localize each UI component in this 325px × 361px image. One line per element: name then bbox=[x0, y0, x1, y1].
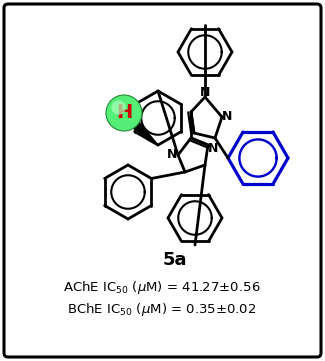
Circle shape bbox=[111, 100, 126, 115]
Text: N: N bbox=[208, 142, 218, 155]
Polygon shape bbox=[131, 120, 158, 145]
Text: 5a: 5a bbox=[163, 251, 187, 269]
Text: N: N bbox=[200, 87, 210, 100]
Text: AChE IC$_{50}$ ($\mu$M) = 41.27±0.56: AChE IC$_{50}$ ($\mu$M) = 41.27±0.56 bbox=[63, 279, 261, 296]
Text: N: N bbox=[167, 148, 177, 161]
Text: N: N bbox=[222, 110, 232, 123]
Text: H: H bbox=[116, 104, 132, 122]
FancyBboxPatch shape bbox=[4, 4, 321, 357]
Circle shape bbox=[106, 95, 142, 131]
Text: BChE IC$_{50}$ ($\mu$M) = 0.35±0.02: BChE IC$_{50}$ ($\mu$M) = 0.35±0.02 bbox=[67, 301, 257, 318]
